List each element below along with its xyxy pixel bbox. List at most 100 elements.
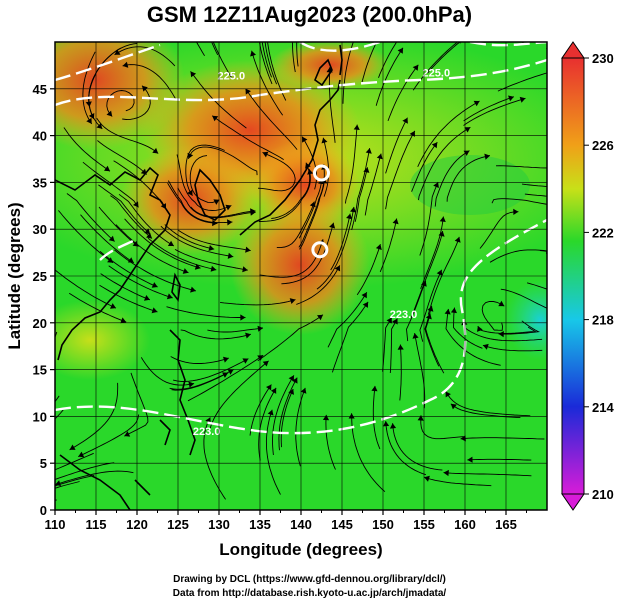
streamline bbox=[497, 72, 547, 92]
streamline-arrowhead bbox=[266, 384, 272, 391]
streamline-arrowhead bbox=[262, 151, 269, 158]
y-tick-label: 45 bbox=[33, 82, 47, 97]
streamline bbox=[414, 333, 426, 409]
streamline bbox=[450, 403, 521, 419]
streamline bbox=[419, 269, 443, 342]
streamline bbox=[298, 178, 323, 239]
streamline-arrowhead bbox=[197, 2, 203, 8]
streamline bbox=[261, 42, 273, 78]
streamline-arrowhead bbox=[242, 266, 248, 273]
streamline bbox=[97, 140, 148, 175]
streamline-arrowhead bbox=[96, 123, 103, 129]
streamline bbox=[344, 124, 358, 204]
streamline-arrowhead bbox=[288, 375, 294, 382]
streamline bbox=[190, 206, 256, 218]
streamline-arrowhead bbox=[305, 162, 311, 169]
streamline bbox=[82, 161, 139, 208]
streamline-arrowhead bbox=[417, 415, 424, 421]
colorbar-top-triangle bbox=[561, 41, 585, 59]
streamline bbox=[385, 117, 408, 174]
streamline bbox=[190, 71, 247, 129]
streamline-arrowhead bbox=[288, 389, 294, 395]
streamline-arrowhead bbox=[188, 381, 195, 388]
y-tick-label: 30 bbox=[33, 222, 47, 237]
colorbar-tick-label: 222 bbox=[592, 225, 614, 240]
streamline-arrowhead bbox=[289, 298, 296, 304]
streamline bbox=[392, 423, 443, 471]
streamline bbox=[258, 387, 277, 461]
streamline-arrowhead bbox=[250, 209, 256, 216]
streamline bbox=[489, 249, 547, 263]
streamline-arrowhead bbox=[329, 222, 336, 229]
streamline-arrowhead bbox=[498, 300, 505, 307]
streamline-arrowhead bbox=[144, 228, 151, 235]
streamline-arrowhead bbox=[424, 475, 430, 482]
streamline-arrowhead bbox=[55, 480, 61, 487]
streamline bbox=[257, 314, 324, 362]
streamline-arrowhead bbox=[307, 169, 314, 175]
contour-225-north bbox=[55, 58, 547, 107]
streamline bbox=[463, 319, 543, 342]
streamline-arrowhead bbox=[127, 257, 134, 263]
credit-drawing: Drawing by DCL (https://www.gfd-dennou.o… bbox=[173, 574, 446, 585]
streamline bbox=[522, 42, 526, 44]
streamline-arrowhead bbox=[7, 449, 13, 454]
streamline bbox=[166, 306, 246, 318]
streamline bbox=[372, 385, 381, 450]
streamline-arrowhead bbox=[227, 369, 234, 375]
streamline bbox=[265, 409, 281, 495]
streamline-arrowhead bbox=[371, 385, 378, 392]
streamline bbox=[96, 118, 159, 154]
contour-223-south bbox=[55, 218, 547, 435]
wind-arrows bbox=[7, 2, 547, 487]
streamline bbox=[296, 265, 341, 305]
streamline bbox=[278, 377, 298, 451]
streamline bbox=[296, 42, 299, 67]
streamline bbox=[264, 42, 278, 85]
streamline bbox=[267, 42, 287, 101]
streamline-arrowhead bbox=[346, 213, 353, 220]
streamline bbox=[356, 243, 381, 296]
x-tick-label: 165 bbox=[495, 517, 517, 532]
streamline-arrowhead bbox=[208, 245, 215, 251]
streamline bbox=[361, 42, 378, 83]
streamline-arrowhead bbox=[450, 307, 457, 314]
streamline-arrowhead bbox=[402, 117, 408, 124]
streamline-arrowhead bbox=[309, 201, 316, 208]
streamline bbox=[443, 472, 532, 477]
streamline bbox=[187, 146, 258, 176]
streamline-arrowhead bbox=[389, 423, 397, 429]
streamline-arrowhead bbox=[69, 444, 76, 450]
streamline-arrowhead bbox=[250, 50, 256, 57]
streamline bbox=[325, 414, 336, 470]
streamline bbox=[463, 97, 526, 126]
x-tick-label: 145 bbox=[331, 517, 353, 532]
streamline-arrowhead bbox=[326, 67, 333, 73]
streamline bbox=[110, 195, 153, 239]
streamline-arrowhead bbox=[187, 189, 193, 196]
streamline bbox=[122, 85, 151, 120]
grid bbox=[54, 42, 547, 511]
streamline bbox=[249, 384, 272, 436]
streamline-arrowhead bbox=[270, 387, 277, 394]
coastlines bbox=[55, 44, 343, 510]
streamline-arrowhead bbox=[438, 231, 445, 237]
streamline-arrowhead bbox=[151, 307, 158, 314]
x-tick-label: 110 bbox=[45, 517, 66, 532]
streamline-arrowhead bbox=[356, 22, 362, 28]
streamline-arrowhead bbox=[322, 414, 330, 421]
streamline bbox=[331, 301, 369, 373]
contour-label: 223.0 bbox=[193, 426, 221, 438]
streamline-arrowhead bbox=[361, 292, 367, 299]
streamline bbox=[115, 224, 189, 274]
streamline-arrowhead bbox=[245, 332, 251, 339]
streamline bbox=[481, 300, 505, 331]
streamline-arrowhead bbox=[376, 153, 383, 160]
streamline-arrowhead bbox=[213, 199, 220, 205]
streamline-arrowhead bbox=[353, 124, 360, 130]
streamline bbox=[113, 160, 167, 210]
streamline bbox=[351, 148, 371, 231]
streamline bbox=[69, 382, 119, 451]
colorbar-tick-label: 214 bbox=[592, 400, 614, 415]
